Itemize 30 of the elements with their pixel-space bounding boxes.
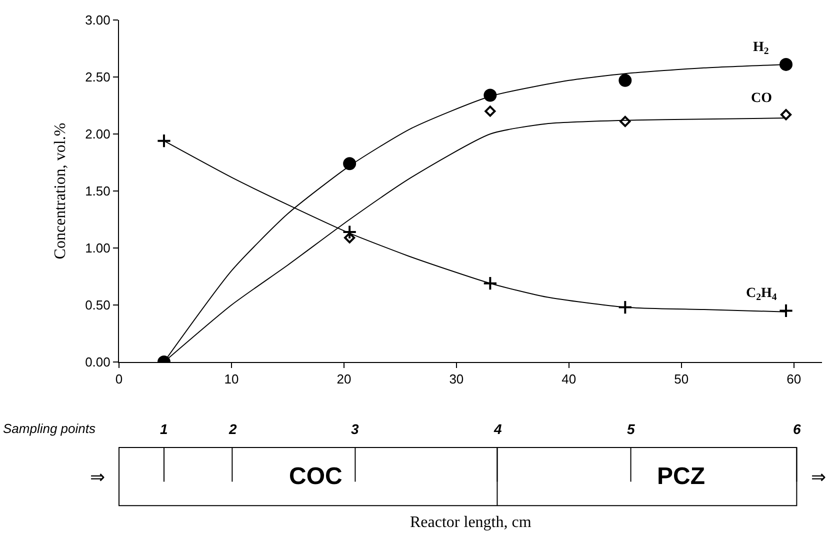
y-tick-label: 0.00 <box>85 354 110 370</box>
y-axis-title: Concentration, vol.% <box>52 122 69 260</box>
x-tick-label: 10 <box>224 372 239 387</box>
x-tick-label: 0 <box>115 372 123 387</box>
text: PCZ <box>657 463 705 490</box>
x-tick-label: 60 <box>786 372 802 387</box>
y-tick-label: 0.50 <box>85 298 110 313</box>
x-tick-label: 40 <box>562 372 576 387</box>
text: Sampling points <box>3 421 96 436</box>
y-tick-label: 2.50 <box>85 70 110 85</box>
x-tick-label: 30 <box>449 372 464 387</box>
text: Reactor length, cm <box>410 514 532 531</box>
y-tick-label: 1.50 <box>85 184 110 199</box>
text: ⇒ <box>90 467 105 487</box>
x-tick-label: 50 <box>674 372 689 387</box>
series-label: CO <box>751 91 772 106</box>
x-tick-label: 20 <box>336 372 352 387</box>
y-tick-label: 1.00 <box>85 240 110 256</box>
text: 4 <box>493 421 502 437</box>
series-label: H$_{2}$ <box>753 40 769 57</box>
text: 5 <box>627 421 635 437</box>
y-tick-label: 2.00 <box>85 126 110 142</box>
text: 3 <box>351 421 359 437</box>
text: 1 <box>160 421 168 437</box>
text: COC <box>289 463 342 490</box>
y-tick-label: 3.00 <box>85 12 110 28</box>
text: ⇒ <box>811 467 826 487</box>
series-label: C$_{2}$H$_{4}$ <box>746 286 777 303</box>
text: 2 <box>228 421 237 437</box>
text: 6 <box>793 421 801 437</box>
